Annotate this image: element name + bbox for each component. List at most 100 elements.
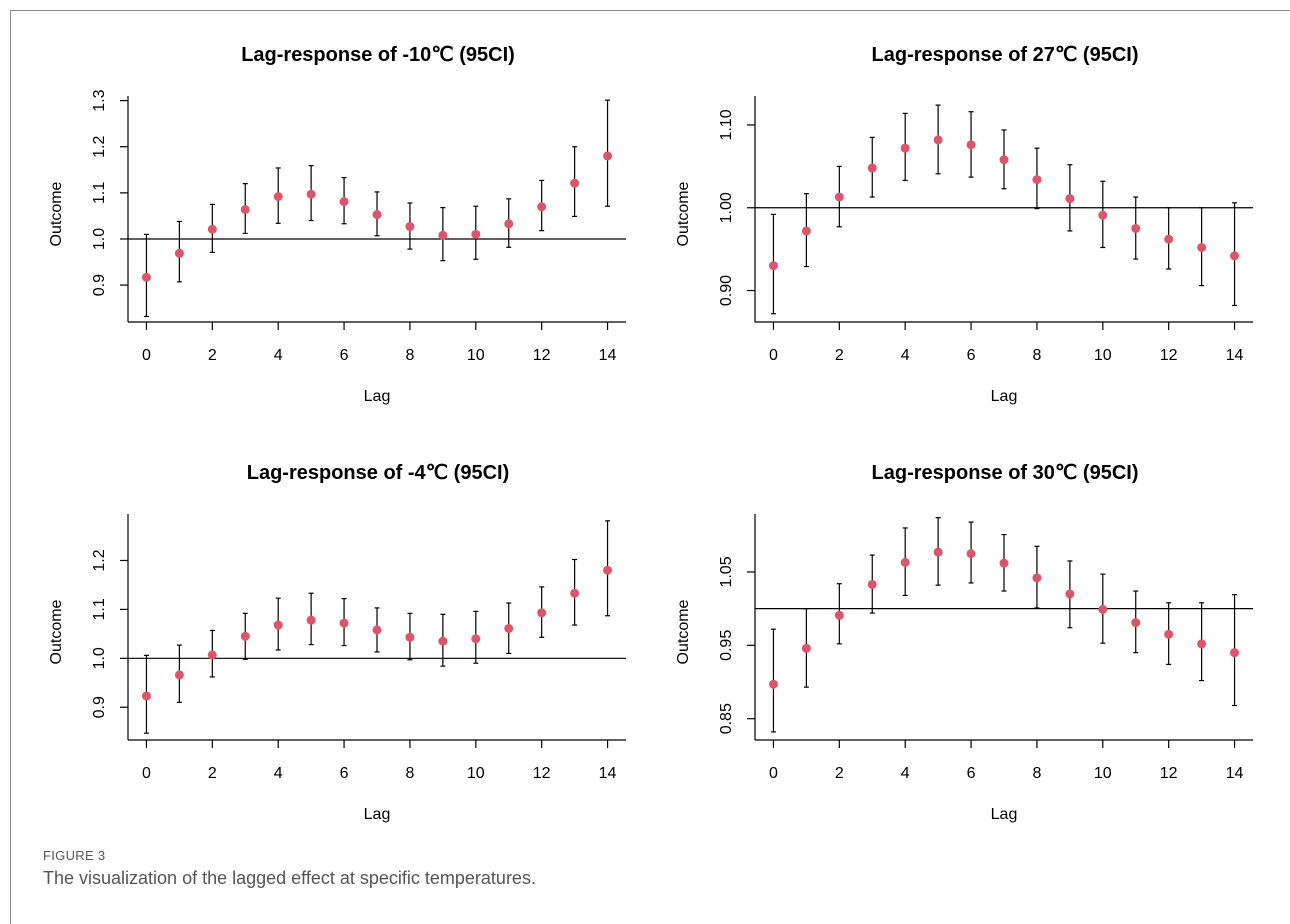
data-point (438, 230, 448, 240)
y-tick-label: 1.2 (91, 136, 108, 158)
data-point (768, 679, 778, 689)
data-point (768, 261, 778, 271)
x-tick-label: 12 (533, 347, 551, 364)
data-point (141, 691, 151, 701)
data-point (1098, 210, 1108, 220)
x-tick-label: 14 (1226, 347, 1244, 364)
data-point (900, 143, 910, 153)
x-tick-label: 12 (1160, 347, 1178, 364)
data-point (1197, 639, 1207, 649)
data-point (372, 210, 382, 220)
x-tick-label: 12 (1160, 765, 1178, 782)
x-tick-label: 12 (533, 765, 551, 782)
chart-panel-27: Lag-response of 27℃ (95CI) 0 2 4 6 8 10 12 14 0.9… (675, 44, 1253, 405)
data-point (603, 151, 613, 161)
data-point (1032, 175, 1042, 185)
data-point (834, 610, 844, 620)
chart-title: Lag-response of -10℃ (95CI) (241, 44, 515, 66)
data-point (537, 608, 547, 618)
data-point (438, 636, 448, 646)
x-tick-label: 14 (599, 347, 617, 364)
y-tick-label: 0.9 (91, 274, 108, 296)
y-tick-label: 1.1 (91, 182, 108, 204)
x-tick-label: 8 (405, 347, 414, 364)
data-point (306, 189, 316, 199)
y-tick-label: 0.95 (718, 630, 735, 661)
chart-title: Lag-response of -4℃ (95CI) (247, 462, 510, 484)
data-point (405, 222, 415, 232)
y-tick-label: 1.10 (718, 109, 735, 140)
x-tick-label: 6 (967, 765, 976, 782)
x-tick-label: 8 (405, 765, 414, 782)
x-tick-label: 14 (1226, 765, 1244, 782)
data-point (966, 140, 976, 150)
data-point (570, 178, 580, 188)
x-tick-label: 4 (274, 347, 283, 364)
data-point (933, 547, 943, 557)
x-tick-label: 2 (208, 347, 217, 364)
x-tick-label: 6 (967, 347, 976, 364)
data-point (207, 224, 217, 234)
x-tick-label: 0 (142, 765, 151, 782)
data-point (999, 155, 1009, 165)
x-tick-label: 0 (769, 765, 778, 782)
x-tick-label: 0 (769, 347, 778, 364)
data-point (1230, 648, 1240, 658)
y-axis-label: Outcome (48, 181, 65, 246)
x-tick-label: 2 (208, 765, 217, 782)
data-point (570, 588, 580, 598)
x-axis-label: Lag (364, 388, 391, 405)
chart-title: Lag-response of 30℃ (95CI) (872, 462, 1139, 484)
data-point (834, 192, 844, 202)
y-tick-label: 0.90 (718, 275, 735, 306)
chart-panel-minus10: Lag-response of -10℃ (95CI) 0 2 4 6 8 10 12 14 0.… (48, 44, 626, 405)
data-point (1230, 251, 1240, 261)
data-point (240, 631, 250, 641)
x-tick-label: 6 (340, 347, 349, 364)
chart-title: Lag-response of 27℃ (95CI) (872, 44, 1139, 66)
data-point (1131, 618, 1141, 628)
figure-label: FIGURE 3 (43, 848, 106, 863)
data-point (867, 579, 877, 589)
y-tick-label: 1.05 (718, 556, 735, 587)
data-point (504, 623, 514, 633)
y-tick-label: 0.9 (91, 696, 108, 718)
data-point (141, 272, 151, 282)
data-point (471, 229, 481, 239)
x-tick-label: 14 (599, 765, 617, 782)
data-point (240, 204, 250, 214)
data-point (174, 248, 184, 258)
y-axis-label: Outcome (675, 181, 692, 246)
data-point (471, 634, 481, 644)
x-tick-label: 8 (1032, 347, 1041, 364)
data-point (1065, 589, 1075, 599)
y-tick-label: 1.0 (91, 228, 108, 250)
x-axis-label: Lag (991, 806, 1018, 823)
data-point (273, 192, 283, 202)
data-point (933, 135, 943, 145)
x-tick-label: 10 (1094, 765, 1112, 782)
data-point (1098, 604, 1108, 614)
x-tick-label: 10 (467, 765, 485, 782)
data-point (801, 643, 811, 653)
figure-caption: The visualization of the lagged effect a… (43, 868, 536, 888)
data-point (537, 202, 547, 212)
data-point (207, 650, 217, 660)
x-tick-label: 2 (835, 765, 844, 782)
x-tick-label: 8 (1032, 765, 1041, 782)
data-point (1164, 234, 1174, 244)
chart-panel-minus4: Lag-response of -4℃ (95CI) 0 2 4 6 8 10 12 14 0.9… (48, 462, 626, 823)
x-tick-label: 0 (142, 347, 151, 364)
x-tick-label: 2 (835, 347, 844, 364)
x-axis-label: Lag (364, 806, 391, 823)
data-point (339, 197, 349, 207)
data-point (1065, 194, 1075, 204)
data-point (174, 670, 184, 680)
data-point (1032, 573, 1042, 583)
data-point (339, 618, 349, 628)
data-point (867, 163, 877, 173)
data-point (603, 565, 613, 575)
data-point (966, 549, 976, 559)
data-point (306, 615, 316, 625)
x-tick-label: 4 (901, 765, 910, 782)
